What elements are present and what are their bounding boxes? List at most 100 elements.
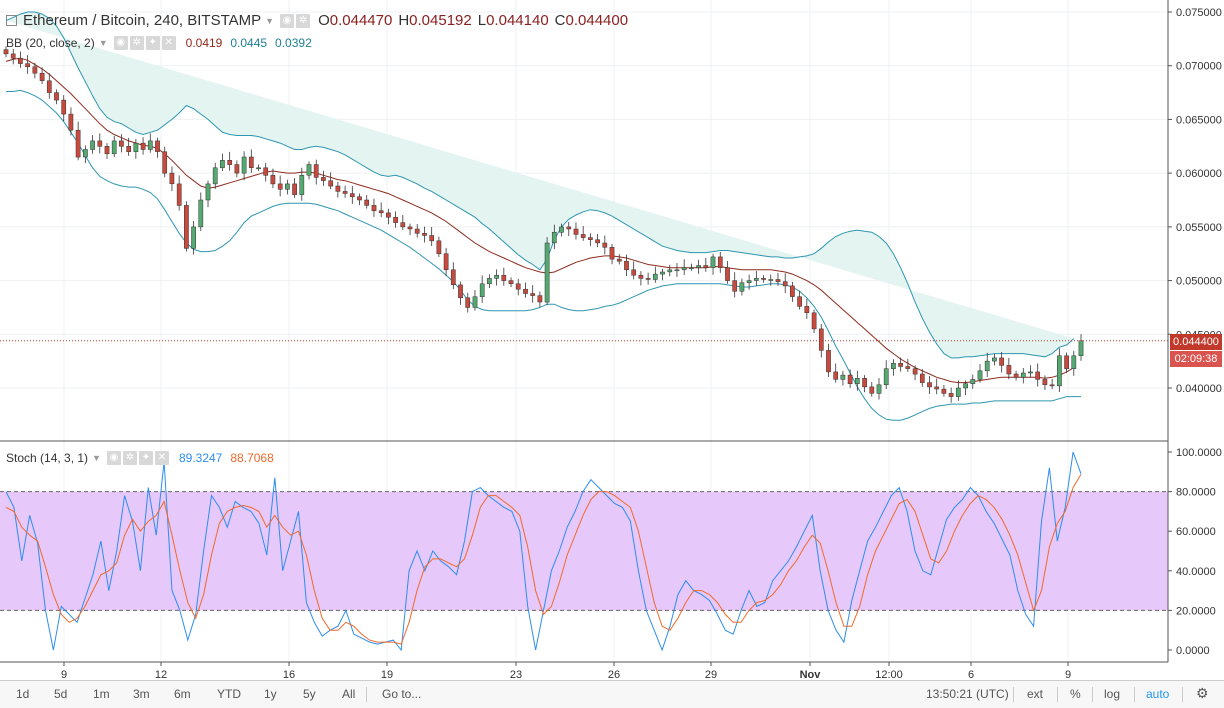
ohlc-close-value: 0.044400: [565, 12, 629, 29]
range-button-1m[interactable]: 1m: [93, 687, 110, 701]
chevron-down-icon[interactable]: ▼: [98, 38, 108, 48]
candle: [854, 378, 860, 384]
chevron-down-icon[interactable]: ▼: [92, 453, 101, 463]
stoch-legend: Stoch (14, 3, 1) ▼ ◉ ✲ ✦ ✕ 89.3247 88.70…: [6, 451, 274, 465]
symbol-title[interactable]: Ethereum / Bitcoin, 240, BITSTAMP: [23, 12, 262, 29]
close-icon[interactable]: ✕: [161, 36, 176, 50]
candle: [133, 142, 139, 152]
price-tick-label: 0.065000: [1176, 114, 1222, 126]
candle: [155, 140, 160, 152]
candle: [465, 297, 471, 308]
gear-icon[interactable]: ✲: [129, 36, 144, 50]
range-button-5y[interactable]: 5y: [303, 687, 316, 701]
range-button-all[interactable]: All: [342, 687, 356, 701]
candle: [270, 175, 276, 185]
candle: [111, 140, 117, 155]
bb-upper-line: [5, 11, 1075, 359]
candle: [515, 283, 521, 290]
settings-icon[interactable]: ✦: [145, 36, 160, 50]
time-tick-label: 12:00: [875, 669, 903, 680]
candle: [494, 274, 499, 279]
range-button-1y[interactable]: 1y: [264, 687, 277, 701]
range-button-1d[interactable]: 1d: [16, 687, 30, 701]
candle: [450, 269, 456, 286]
utc-clock[interactable]: 13:50:21 (UTC): [926, 687, 1009, 701]
candle: [768, 279, 774, 281]
bb-legend: BB (20, close, 2) ▼ ◉ ✲ ✦ ✕ 0.0419 0.044…: [6, 36, 312, 50]
candle: [984, 360, 990, 372]
ohlc-low-value: 0.044140: [486, 12, 549, 29]
candle: [393, 216, 398, 223]
candle: [83, 149, 88, 158]
candle: [277, 183, 283, 190]
gear-icon[interactable]: ✲: [296, 13, 311, 28]
candle: [941, 388, 947, 394]
candle: [328, 180, 334, 187]
chevron-down-icon[interactable]: ▼: [265, 15, 275, 26]
close-icon[interactable]: ✕: [154, 451, 169, 465]
candle: [1078, 340, 1084, 356]
candle: [321, 177, 326, 181]
candle: [169, 172, 175, 185]
candle: [3, 49, 9, 55]
toolbar-divider: [1092, 687, 1093, 702]
candle: [349, 193, 355, 198]
bb-upper-value: 0.0445: [230, 36, 268, 50]
candle: [458, 284, 463, 299]
candle: [54, 92, 59, 101]
candle: [342, 191, 348, 194]
candle: [537, 295, 543, 303]
candle: [862, 378, 867, 388]
candle: [775, 279, 781, 282]
goto-button[interactable]: Go to...: [382, 687, 422, 701]
time-tick-label: 23: [510, 669, 522, 680]
stoch-k-value: 89.3247: [178, 451, 223, 465]
auto-toggle[interactable]: auto: [1146, 687, 1170, 701]
eye-icon[interactable]: ◉: [106, 451, 121, 465]
candle: [140, 142, 146, 150]
range-button-3m[interactable]: 3m: [133, 687, 150, 701]
toolbar-divider: [1057, 687, 1058, 702]
price-tick-label: 0.070000: [1176, 61, 1222, 73]
range-button-ytd[interactable]: YTD: [217, 687, 241, 701]
settings-icon[interactable]: ✦: [138, 451, 153, 465]
candle: [638, 274, 644, 279]
candle: [898, 363, 903, 367]
candle: [1020, 372, 1026, 378]
candle: [378, 210, 384, 214]
candle: [1035, 371, 1041, 380]
candle: [804, 306, 810, 314]
stoch-tick-label: 0.0000: [1176, 645, 1210, 657]
candle: [501, 274, 507, 281]
ext-toggle[interactable]: ext: [1027, 687, 1044, 701]
candle: [602, 242, 608, 248]
ohlc-open-key: O: [318, 12, 330, 29]
candle: [934, 386, 940, 390]
eye-icon[interactable]: ◉: [113, 36, 128, 50]
bb-band-fill: [6, 12, 1074, 358]
chart-canvas[interactable]: 0.075000 0.070000 0.065000 0.060000 0.055000…: [0, 0, 1224, 680]
range-button-6m[interactable]: 6m: [174, 687, 191, 701]
candle: [717, 256, 723, 268]
percent-toggle[interactable]: %: [1070, 687, 1081, 701]
time-tick-label: 9: [61, 669, 67, 680]
candle: [948, 393, 954, 397]
bb-label[interactable]: BB (20, close, 2): [6, 36, 95, 50]
candle: [68, 113, 74, 131]
range-button-5d[interactable]: 5d: [54, 687, 68, 701]
candle: [624, 260, 629, 271]
candle: [1028, 371, 1033, 374]
symbol-square-icon[interactable]: [6, 15, 17, 26]
candle: [241, 156, 247, 174]
ohlc-high-key: H: [398, 12, 410, 29]
toolbar-divider: [1013, 687, 1014, 702]
candle: [335, 185, 341, 192]
gear-icon[interactable]: ✲: [122, 451, 137, 465]
stoch-label[interactable]: Stoch (14, 3, 1): [6, 451, 89, 465]
eye-icon[interactable]: ◉: [280, 13, 295, 28]
candle: [162, 151, 168, 174]
log-toggle[interactable]: log: [1104, 687, 1121, 701]
candle: [429, 235, 435, 242]
gear-icon[interactable]: ⚙: [1196, 685, 1209, 701]
